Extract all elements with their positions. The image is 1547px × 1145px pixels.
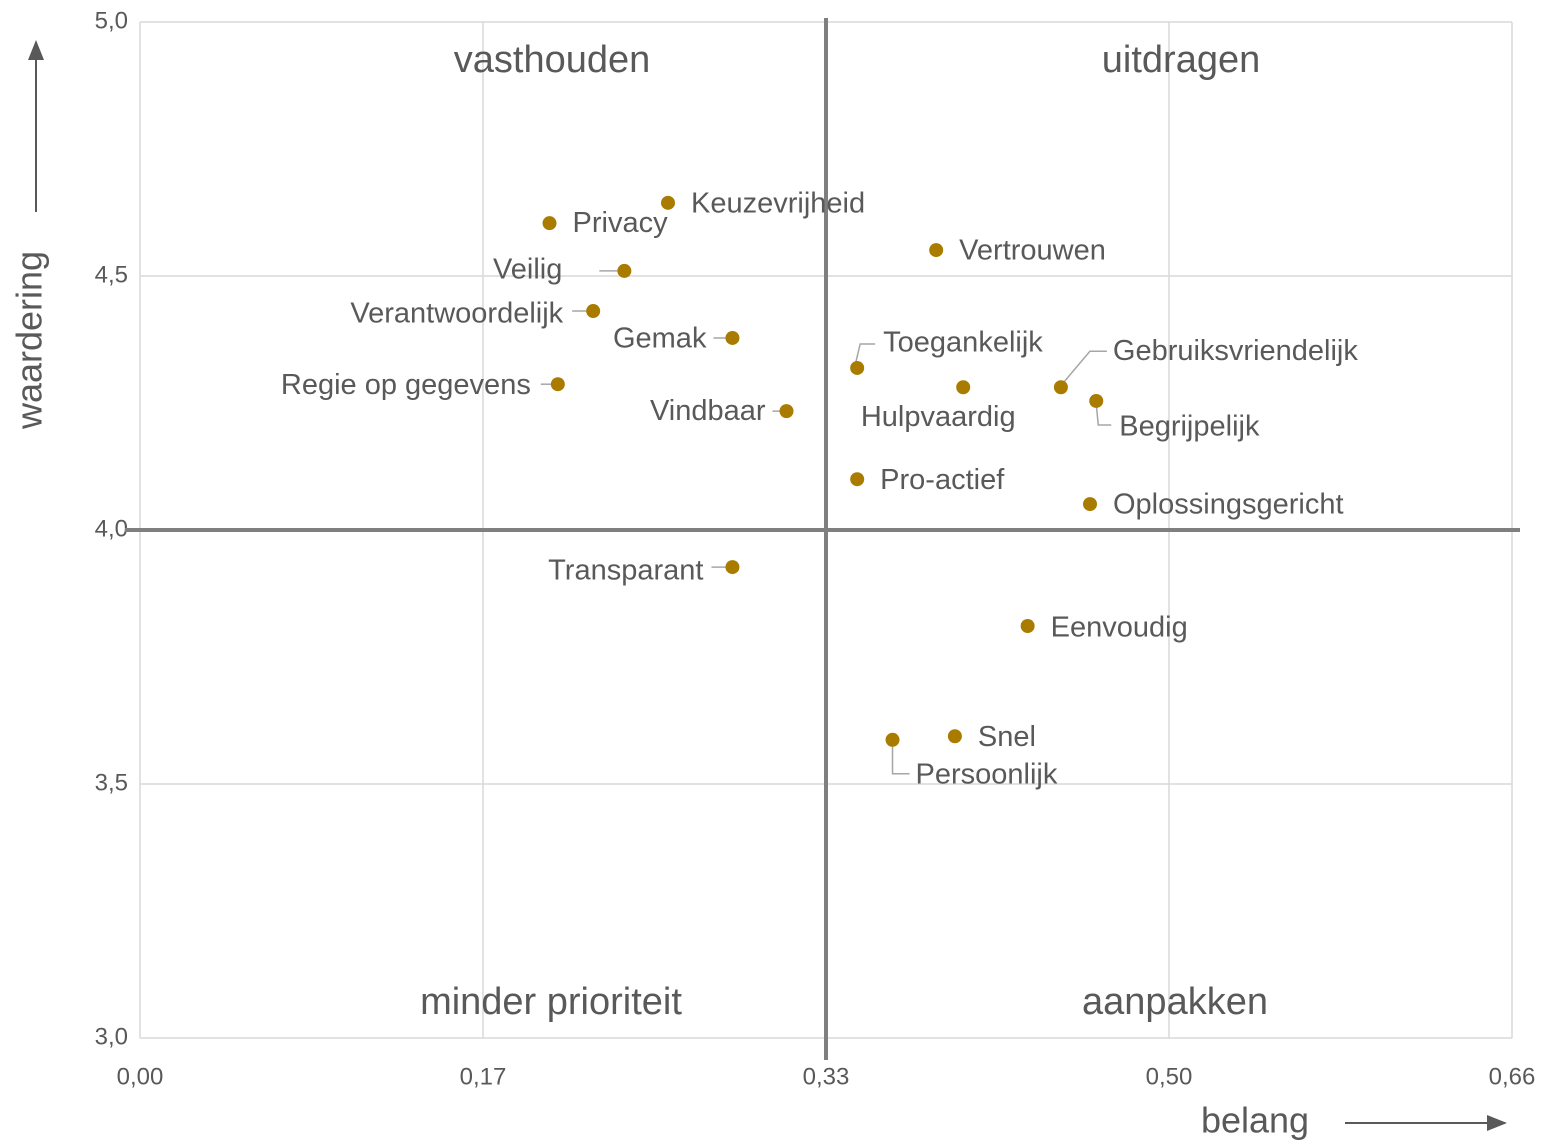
x-tick-label: 0,33 (803, 1063, 850, 1090)
point-label: Regie op gegevens (281, 369, 531, 401)
point-label: Transparant (548, 555, 703, 587)
point (617, 263, 632, 278)
point-label: Keuzevrijheid (691, 188, 865, 220)
point (850, 472, 865, 487)
point (1020, 619, 1035, 634)
y-tick-label: 3,5 (95, 769, 128, 796)
point (550, 377, 565, 392)
point (661, 195, 676, 210)
point (1053, 380, 1068, 395)
x-tick-label: 0,17 (460, 1063, 507, 1090)
point-label: Begrijpelijk (1119, 411, 1260, 443)
point-label: Eenvoudig (1051, 612, 1188, 644)
leader-line (854, 343, 876, 366)
point-label: Hulpvaardig (861, 401, 1016, 433)
x-tick-label: 0,00 (117, 1063, 164, 1090)
leader-line (1062, 350, 1107, 384)
point-label: Pro-actief (880, 464, 1005, 496)
point (725, 330, 740, 345)
x-tick-label: 0,50 (1146, 1063, 1193, 1090)
point (929, 243, 944, 258)
point-label: Snel (978, 721, 1036, 753)
point-label: Gebruiksvriendelijk (1113, 335, 1358, 367)
point-label: Persoonlijk (916, 758, 1058, 790)
x-axis-label: belang (1201, 1100, 1309, 1141)
point (850, 360, 865, 375)
point (1089, 393, 1104, 408)
leader-line (1095, 403, 1112, 426)
point-label: Gemak (613, 323, 707, 355)
y-tick-label: 4,0 (95, 515, 128, 542)
point-label: Privacy (573, 207, 669, 239)
quadrant-label: minder prioriteit (420, 981, 682, 1023)
point-label: Toegankelijk (883, 327, 1043, 359)
quadrant-label: aanpakken (1082, 981, 1268, 1023)
point-label: Oplossingsgericht (1113, 489, 1344, 521)
y-tick-label: 4,5 (95, 261, 128, 288)
point (956, 380, 971, 395)
quadrant-label: uitdragen (1102, 39, 1260, 81)
point (725, 560, 740, 575)
point-label: Vertrouwen (959, 235, 1106, 267)
point-label: Vindbaar (650, 395, 766, 427)
point (1083, 497, 1098, 512)
point (947, 729, 962, 744)
y-tick-label: 3,0 (95, 1023, 128, 1050)
point (542, 216, 557, 231)
y-tick-label: 5,0 (95, 7, 128, 34)
point (885, 732, 900, 747)
leader-line (891, 744, 910, 775)
quadrant-label: vasthouden (454, 39, 651, 81)
y-axis-label: waardering (9, 251, 50, 430)
point-label: Verantwoordelijk (350, 298, 563, 330)
x-tick-label: 0,66 (1489, 1063, 1536, 1090)
point (586, 304, 601, 319)
point (779, 404, 794, 419)
point-label: Veilig (493, 254, 562, 286)
